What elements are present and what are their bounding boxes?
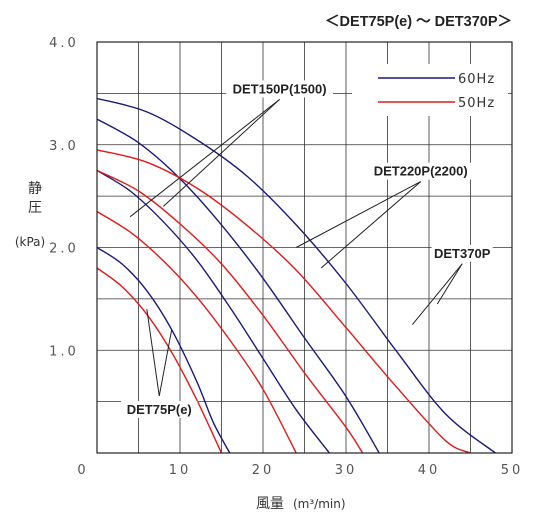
series-line-det370p-50hz [96,149,471,454]
legend-label-60hz: 60Hz [458,72,495,87]
annotations: DET150P(1500) DET220P(2200) DET370P DET75P(… [121,80,493,418]
annotation-pointer [163,99,280,207]
series-line-det150p-1500-50hz [96,210,297,454]
series-group [96,97,496,454]
x-axis-label-unit: (m³/min) [293,497,346,511]
annotation-label-bg [121,400,198,418]
legend-label-50hz: 50Hz [458,96,495,111]
series-line-det220p-2200-50hz [96,169,364,454]
y-axis-unit: (kPa) [15,235,45,249]
tick-labels: 0 10 20 30 40 50 1.0 2.0 3.0 4.0 [49,36,524,478]
series-line-det150p-1500-60hz [96,169,330,454]
annotation-pointer [129,98,280,218]
x-tick-label: 20 [252,463,275,478]
annotation-pointer [146,309,160,397]
annotation-pointer [436,263,463,305]
annotation-label: DET220P(2200) [374,164,468,179]
x-tick-label: 10 [169,463,192,478]
x-axis-label: 風量 (m³/min) [256,496,346,512]
annotation-label-bg [226,80,333,98]
annotation-label: DET150P(1500) [233,81,327,96]
y-axis-label: 静 圧 (kPa) [15,181,45,249]
x-tick-label: 30 [335,463,358,478]
y-tick-label: 1.0 [49,344,79,359]
series-line-det220p-2200-60hz [96,118,380,454]
legend-box [352,64,508,116]
annotation-label: DET75P(e) [127,402,192,417]
annotation-pointer [412,263,463,325]
annotation-pointer [158,329,173,397]
chart-title: ＜DET75P(e) ～ DET370P＞ [325,14,512,30]
series-line-det370p-60hz [96,97,496,454]
x-tick-label: 40 [418,463,441,478]
annotation-pointer [295,181,421,248]
y-tick-label: 4.0 [49,36,79,51]
annotation-label: DET370P [434,246,491,261]
x-tick-label: 0 [77,463,88,478]
x-axis-label-main: 風量 [256,496,284,512]
x-tick-label: 50 [501,463,524,478]
annotation-pointer [320,181,422,269]
plot-frame [96,41,513,454]
annotation-label-bg [367,162,475,180]
y-tick-label: 3.0 [49,139,79,154]
annotation-pointers [129,98,463,397]
y-axis-label-char-2: 圧 [28,200,42,216]
y-axis-label-char-1: 静 [28,181,42,197]
annotation-label-bg [431,244,493,262]
legend: 60Hz 50Hz [352,64,508,116]
y-tick-label: 2.0 [49,242,79,257]
series-line-det75p-e-50hz [96,267,223,454]
